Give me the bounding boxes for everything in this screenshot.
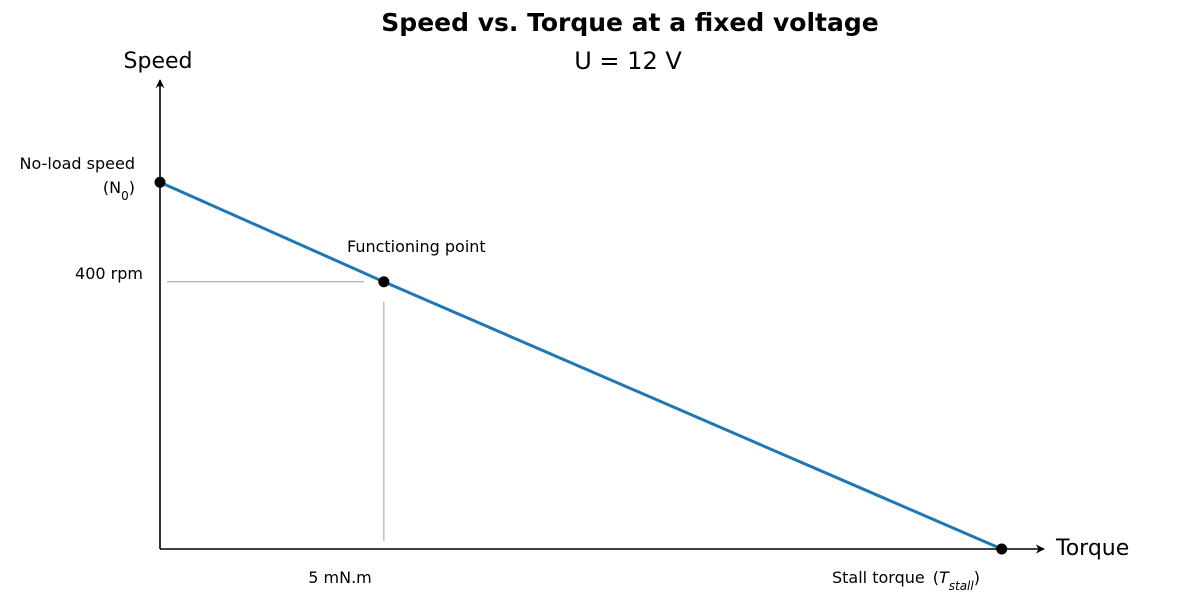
speed-torque-line xyxy=(158,180,1004,551)
no-load-speed-symbol: (N0) xyxy=(103,178,135,203)
no-load-speed-point xyxy=(154,176,166,188)
stall-torque-point xyxy=(996,543,1008,555)
stall-torque-label: Stall torque (Tstall) xyxy=(832,568,980,593)
no-load-speed-label: No-load speed xyxy=(20,154,135,173)
y-axis-label: Speed xyxy=(124,49,193,74)
functioning-point xyxy=(378,276,390,288)
functioning-point-label: Functioning point xyxy=(347,237,486,256)
chart-title: Speed vs. Torque at a fixed voltage xyxy=(381,8,878,37)
torque-value-label: 5 mN.m xyxy=(308,568,372,587)
speed-value-label: 400 rpm xyxy=(75,264,143,283)
x-axis-label: Torque xyxy=(1055,536,1129,561)
chart-subtitle: U = 12 V xyxy=(574,47,682,75)
